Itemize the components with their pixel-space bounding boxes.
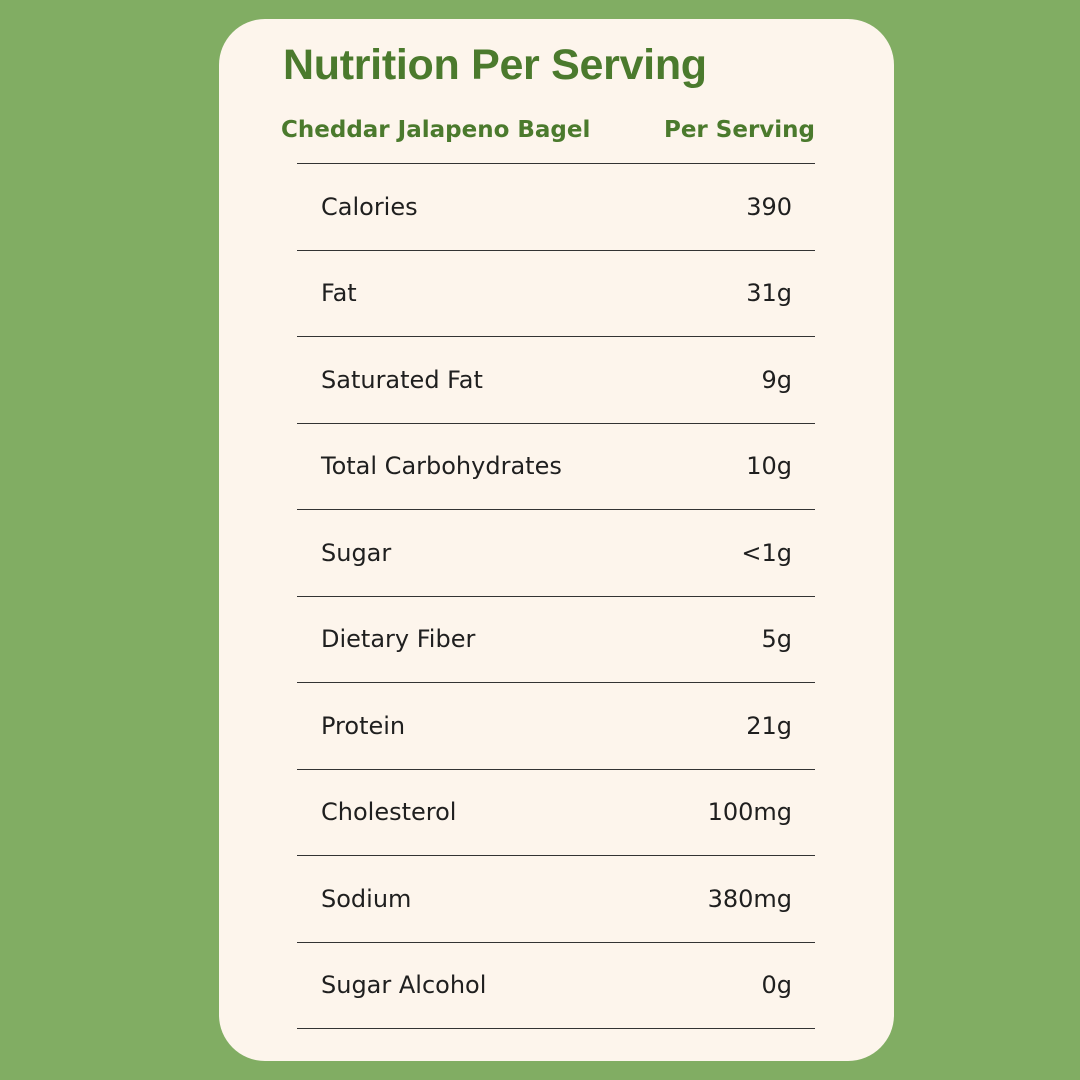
table-row: Sodium 380mg (297, 856, 815, 943)
table-row: Fat 31g (297, 251, 815, 337)
nutrient-value: 380mg (707, 884, 792, 913)
nutrient-value: 9g (761, 365, 792, 394)
nutrient-value: 10g (746, 452, 792, 481)
nutrient-label: Sugar (321, 538, 392, 567)
table-row: Dietary Fiber 5g (297, 597, 815, 683)
nutrient-label: Protein (321, 711, 406, 740)
table-row: Calories 390 (297, 164, 815, 251)
per-serving-header: Per Serving (663, 117, 815, 143)
nutrient-label: Calories (321, 192, 418, 221)
nutrient-label: Sodium (321, 884, 412, 913)
page-title: Nutrition Per Serving (283, 41, 707, 89)
table-row: Saturated Fat 9g (297, 337, 815, 424)
table-row: Protein 21g (297, 683, 815, 770)
nutrient-label: Dietary Fiber (321, 625, 476, 654)
nutrient-value: <1g (741, 538, 792, 567)
nutrient-value: 31g (746, 279, 792, 308)
table-header: Cheddar Jalapeno Bagel Per Serving (281, 113, 815, 147)
nutrient-value: 390 (746, 192, 792, 221)
nutrition-table: Calories 390 Fat 31g Saturated Fat 9g To… (297, 163, 815, 1029)
table-row: Sugar <1g (297, 510, 815, 597)
product-name-header: Cheddar Jalapeno Bagel (281, 117, 591, 143)
nutrient-label: Cholesterol (321, 798, 457, 827)
nutrient-label: Total Carbohydrates (321, 452, 562, 481)
table-row: Sugar Alcohol 0g (297, 943, 815, 1029)
nutrient-label: Fat (321, 279, 357, 308)
table-row: Cholesterol 100mg (297, 770, 815, 856)
nutrient-value: 21g (746, 711, 792, 740)
nutrient-value: 5g (761, 625, 792, 654)
nutrient-label: Saturated Fat (321, 365, 483, 394)
table-row: Total Carbohydrates 10g (297, 424, 815, 510)
nutrient-value: 100mg (707, 798, 792, 827)
nutrient-label: Sugar Alcohol (321, 971, 487, 1000)
nutrient-value: 0g (761, 971, 792, 1000)
nutrition-card: Nutrition Per Serving Cheddar Jalapeno B… (219, 19, 894, 1061)
